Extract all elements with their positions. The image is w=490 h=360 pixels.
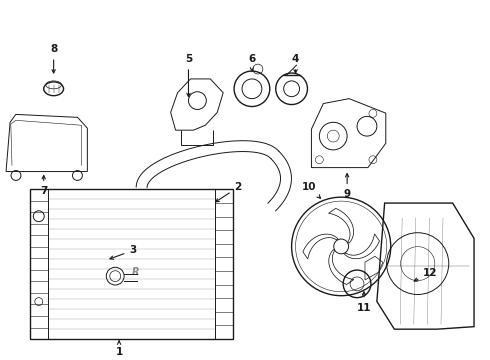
Text: 3: 3: [110, 246, 137, 259]
Text: 2: 2: [216, 182, 242, 202]
Text: 6: 6: [248, 54, 256, 71]
Text: R: R: [132, 267, 139, 276]
Text: 7: 7: [40, 176, 48, 196]
Text: 1: 1: [116, 341, 122, 357]
Text: 11: 11: [357, 292, 371, 312]
Text: 4: 4: [292, 54, 299, 73]
Text: 8: 8: [50, 44, 57, 73]
Text: 10: 10: [302, 182, 320, 198]
Text: 5: 5: [185, 54, 192, 96]
Bar: [30, 189, 233, 339]
Text: 12: 12: [414, 268, 438, 281]
Text: 9: 9: [343, 174, 351, 199]
